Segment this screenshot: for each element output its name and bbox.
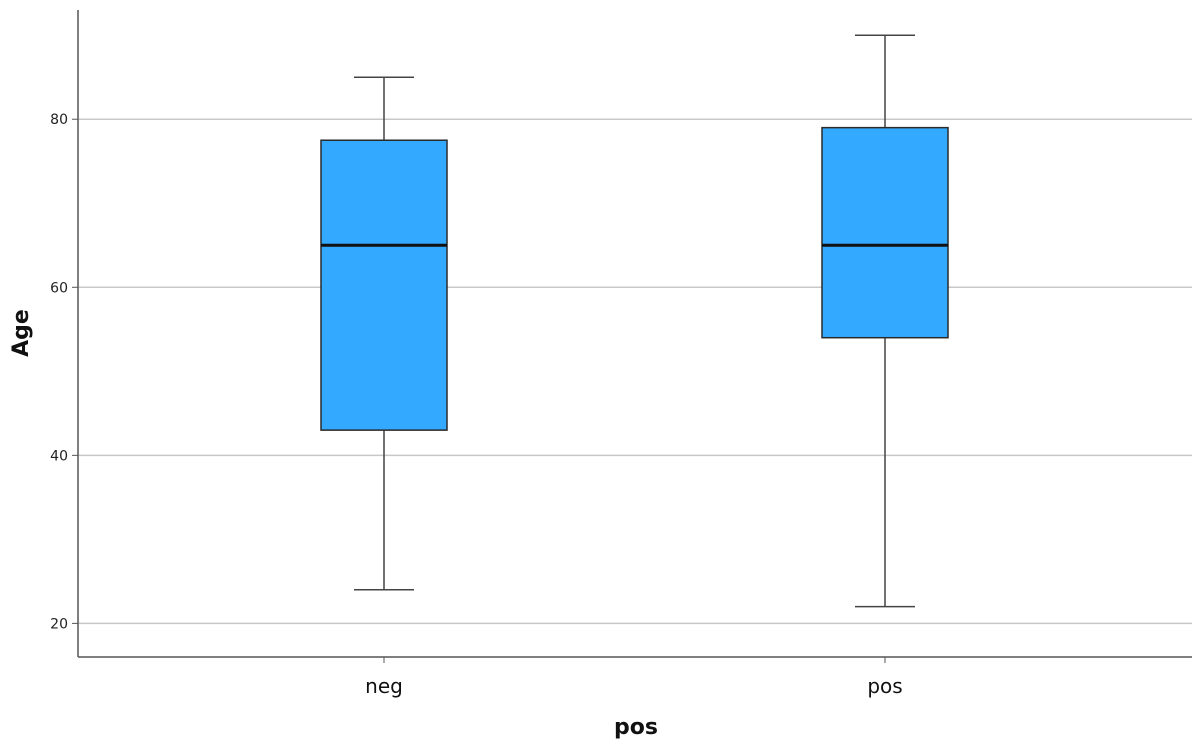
- x-tick-label: neg: [365, 674, 403, 698]
- y-axis-title: Age: [9, 309, 34, 357]
- y-tick-label: 40: [50, 448, 68, 464]
- axes: [77, 10, 1192, 658]
- y-tick-labels: 20 40 60 80: [50, 112, 78, 632]
- x-axis-title: pos: [614, 715, 658, 740]
- gridlines: [78, 118, 1192, 625]
- x-tick-label: pos: [867, 674, 902, 698]
- box-neg: [320, 76, 448, 591]
- box-pos: [821, 34, 949, 608]
- boxes: [320, 34, 949, 608]
- iqr-box: [821, 126, 949, 339]
- y-tick-label: 80: [50, 112, 68, 128]
- y-tick-label: 20: [50, 616, 68, 632]
- y-tick-label: 60: [50, 280, 68, 296]
- iqr-box: [320, 139, 448, 431]
- x-tick-labels: neg pos: [365, 657, 903, 698]
